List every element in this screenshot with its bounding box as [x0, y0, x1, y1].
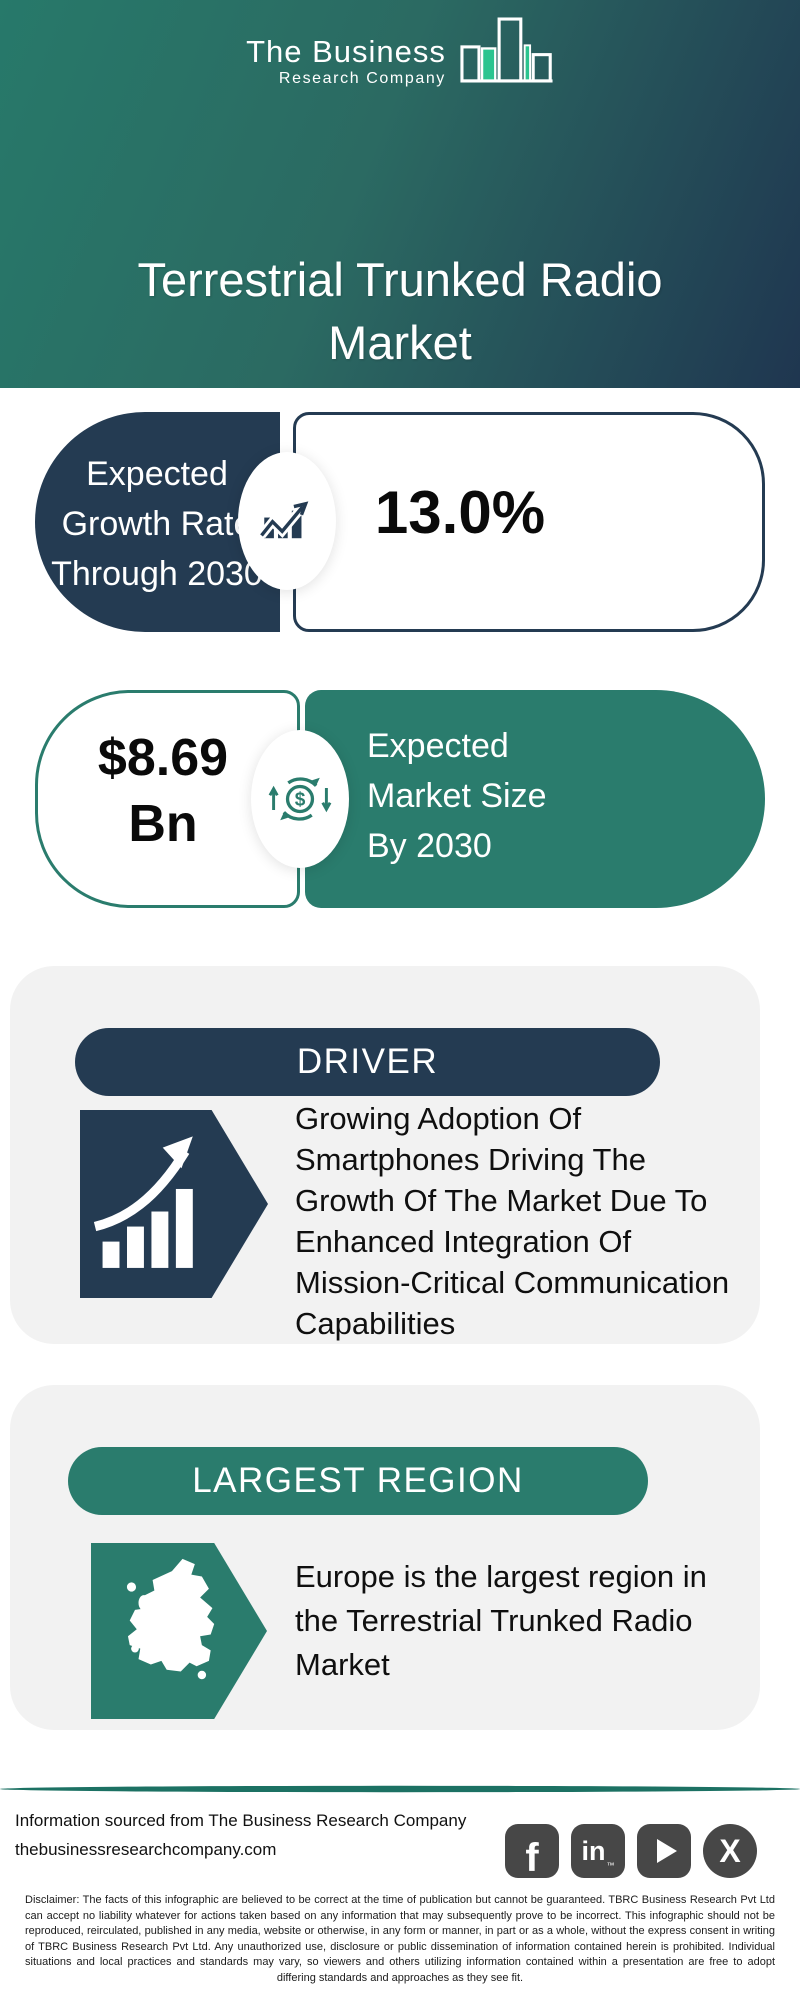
size-label-line3: By 2030	[367, 827, 492, 865]
europe-map-icon	[88, 1543, 270, 1719]
linkedin-icon[interactable]: in ™	[571, 1824, 625, 1878]
driver-heading: DRIVER	[296, 1042, 439, 1081]
driver-text: Growing Adoption Of Smartphones Driving …	[295, 1101, 730, 1341]
source-info: Information sourced from The Business Re…	[15, 1806, 466, 1864]
growth-arrow-icon	[80, 1110, 268, 1298]
dollar-glyph: $	[295, 790, 306, 811]
x-twitter-icon[interactable]: X	[703, 1824, 757, 1878]
youtube-icon[interactable]	[637, 1824, 691, 1878]
page-title: Terrestrial Trunked Radio Market	[0, 248, 800, 374]
growth-label-line1: Expected	[86, 455, 228, 493]
market-size-value-line1: $8.69	[97, 729, 229, 787]
bar-chart-skyline-icon	[458, 14, 554, 91]
region-text: Europe is the largest region in the Terr…	[295, 1559, 707, 1682]
growth-label-line3: Through 2030	[51, 555, 263, 593]
driver-card: DRIVER Growing Adoption Of Smartphones D…	[10, 966, 760, 1344]
market-size-value-pill: $8.69 Bn	[35, 690, 300, 908]
region-heading: LARGEST REGION	[192, 1461, 524, 1500]
logo-name-line2: Research Company	[278, 70, 446, 87]
facebook-glyph: f	[525, 1835, 539, 1879]
growth-rate-value: 13.0%	[374, 479, 546, 546]
market-size-label: Expected Market Size By 2030	[367, 721, 547, 871]
youtube-play-glyph	[656, 1839, 677, 1863]
growth-chart-icon	[238, 452, 336, 590]
market-size-value: $8.69 Bn	[38, 725, 288, 857]
driver-heading-pill: DRIVER	[75, 1028, 660, 1096]
growth-label-line2: Growth Rate	[61, 505, 253, 543]
region-heading-pill: LARGEST REGION	[68, 1447, 648, 1515]
disclaimer-text: Disclaimer: The facts of this infographi…	[25, 1894, 775, 1984]
page-title-line2: Market	[328, 316, 472, 369]
linkedin-tm: ™	[606, 1861, 615, 1870]
logo-name-line1: The Business	[246, 34, 446, 69]
website-url: thebusinessresearchcompany.com	[15, 1840, 277, 1859]
x-glyph: X	[719, 1832, 741, 1869]
market-size-value-line2: Bn	[128, 795, 198, 853]
growth-rate-value-pill	[293, 412, 765, 632]
size-label-line1: Expected	[367, 727, 509, 765]
social-links: f in ™ X	[505, 1824, 757, 1878]
header-banner: The Business Research Company Terrestria…	[0, 0, 800, 388]
source-line: Information sourced from The Business Re…	[15, 1811, 467, 1830]
market-size-label-pill: Expected Market Size By 2030	[305, 690, 765, 908]
teal-divider-line	[0, 1780, 800, 1793]
largest-region-card: LARGEST REGION Europe is the largest reg…	[10, 1385, 760, 1730]
growth-rate-label: Expected Growth Rate Through 2030	[50, 449, 264, 599]
money-exchange-icon: $	[251, 730, 349, 868]
company-logo: The Business Research Company	[246, 14, 554, 91]
size-label-line2: Market Size	[367, 777, 547, 815]
linkedin-glyph: in	[581, 1835, 606, 1866]
page-title-line1: Terrestrial Trunked Radio	[137, 253, 663, 306]
facebook-icon[interactable]: f	[505, 1824, 559, 1878]
company-logo-text: The Business Research Company	[246, 35, 446, 91]
